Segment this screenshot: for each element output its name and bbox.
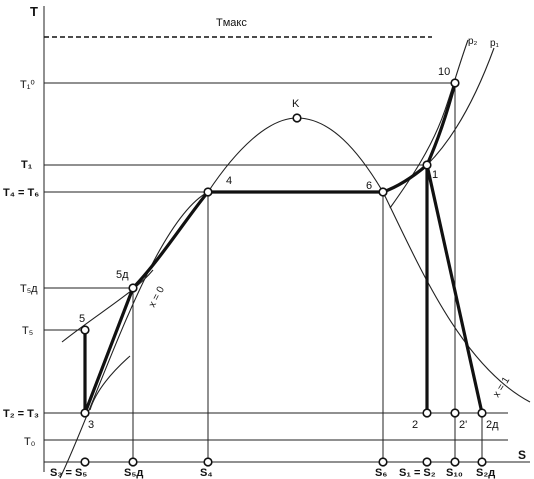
p1-curve-label: p₁: [490, 38, 500, 49]
temperature-labels: T₁⁰ T₁ T₄ = T₆ T₅д T₅ T₂ = T₃ T₀: [3, 79, 39, 448]
point-2: [422, 408, 432, 418]
point-5: [80, 325, 90, 335]
s4-label: S₄: [200, 467, 213, 479]
axis-points: [80, 457, 487, 467]
s10-label: S₁₀: [446, 467, 463, 479]
t0-label: T₀: [24, 436, 35, 448]
state-points: [80, 78, 487, 418]
isobar-p1: [426, 47, 495, 166]
process-6-1: [382, 163, 429, 194]
process-1-2d: [425, 164, 484, 414]
isobar-p2-low: [61, 269, 154, 343]
x0-label: x = 0: [147, 284, 167, 309]
label-2-prime: 2': [459, 419, 467, 431]
t2-t3-label: T₂ = T₃: [3, 408, 39, 420]
label-5d: 5д: [116, 269, 129, 281]
label-3: 3: [88, 419, 94, 431]
s6-point: [378, 457, 388, 467]
s5d-point: [128, 457, 138, 467]
entropy-lines: [132, 83, 483, 462]
label-10: 10: [438, 66, 450, 78]
s4-point: [203, 457, 213, 467]
point-labels: 3 5 5д 4 K 6 1 10 2 2' 2д: [79, 66, 499, 431]
point-2-prime: [450, 408, 460, 418]
label-2: 2: [412, 419, 418, 431]
t5d-label: T₅д: [20, 283, 38, 295]
t5-label: T₅: [22, 325, 33, 337]
label-4: 4: [226, 175, 232, 187]
s5d-label: S₅д: [124, 467, 143, 479]
entropy-labels: S₃ = S₅ S₅д S₄ S₆ S₁ = S₂ S₁₀ S₂д: [50, 467, 495, 479]
cycle-path: [83, 82, 484, 414]
t1-label: T₁: [21, 159, 33, 171]
s6-label: S₆: [375, 467, 387, 479]
s10-point: [450, 457, 460, 467]
t-axis-label: T: [30, 4, 38, 19]
s1-s2-point: [422, 457, 432, 467]
label-2d: 2д: [486, 419, 499, 431]
label-1: 1: [432, 169, 438, 181]
t4-t6-label: T₄ = T₆: [3, 187, 39, 199]
s3-s5-label: S₃ = S₅: [50, 467, 87, 479]
point-k: [292, 113, 302, 123]
s3-s5-point: [80, 457, 90, 467]
p2-curve-label: p₂: [468, 36, 478, 47]
process-1-10: [425, 82, 457, 166]
point-10: [450, 78, 460, 88]
s2d-point: [477, 457, 487, 467]
label-5: 5: [79, 313, 85, 325]
x1-label: x = 1: [491, 375, 512, 400]
label-k: K: [292, 98, 300, 110]
s1-s2-label: S₁ = S₂: [399, 467, 436, 479]
s-axis-label: S: [518, 448, 526, 462]
process-5d-4: [131, 190, 210, 290]
point-3: [80, 408, 90, 418]
point-5d: [128, 283, 138, 293]
isobar-p2-high: [389, 39, 469, 209]
point-2d: [477, 408, 487, 418]
point-1: [422, 160, 432, 170]
isobar-p2-bottom: [89, 355, 131, 411]
t-max-label: Tмакс: [216, 17, 247, 29]
t1-0-label: T₁⁰: [20, 79, 35, 91]
point-4: [203, 187, 213, 197]
point-6: [378, 187, 388, 197]
process-3-5d: [83, 287, 135, 414]
label-6: 6: [366, 180, 372, 192]
s2d-label: S₂д: [476, 467, 495, 479]
